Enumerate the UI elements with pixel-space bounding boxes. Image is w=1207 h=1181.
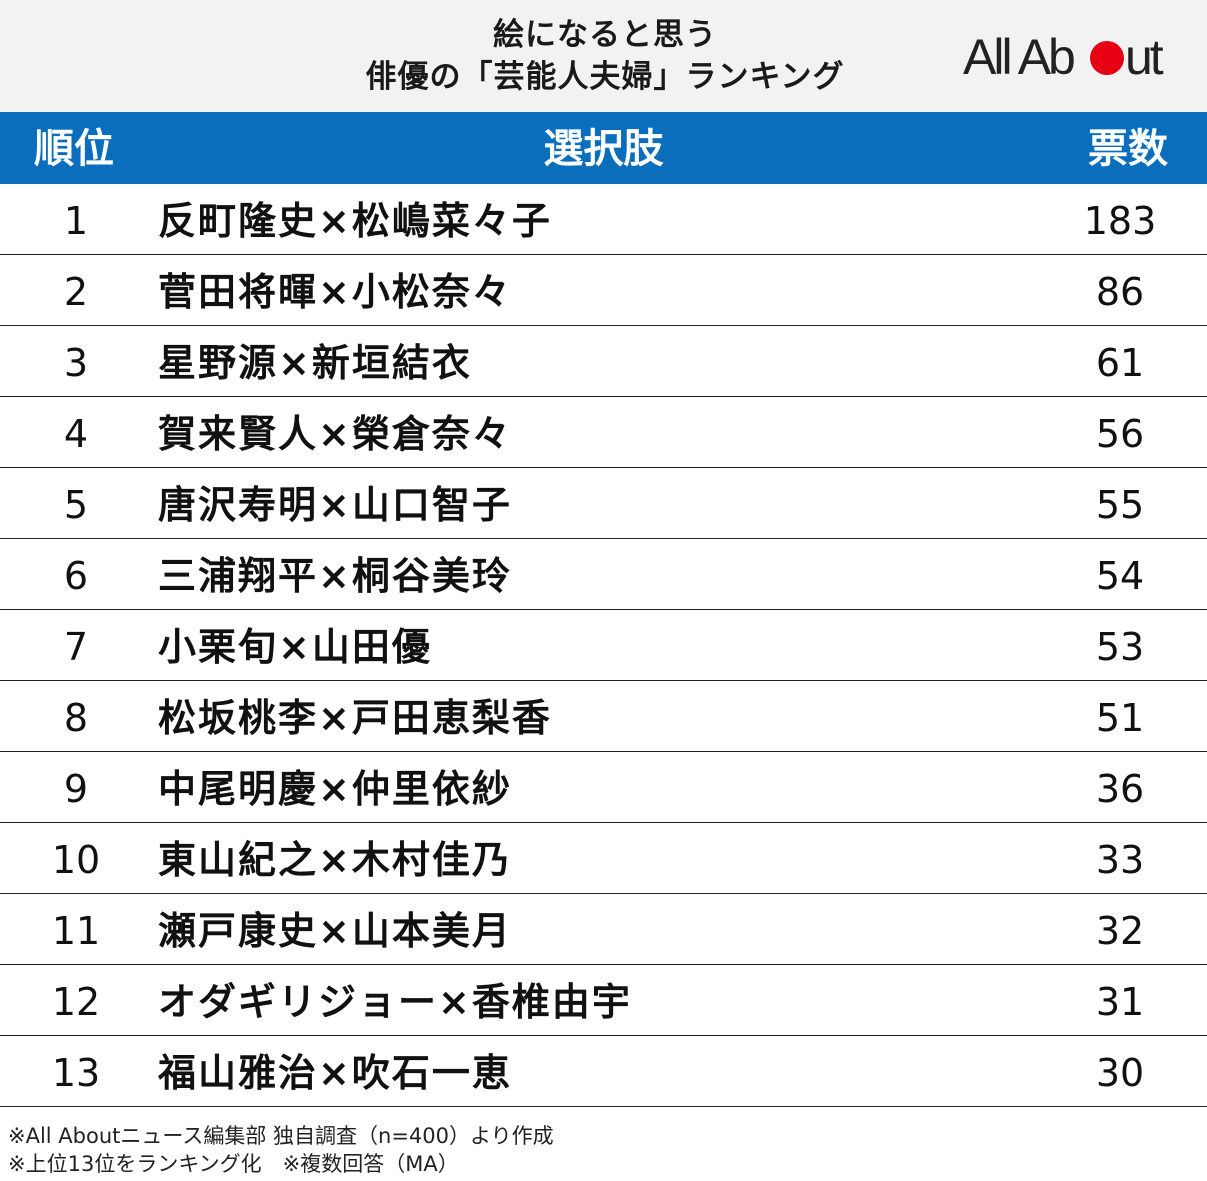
table-row: 11 瀬戸康史×山本美月 32 — [0, 894, 1207, 965]
table-row: 2 菅田将暉×小松奈々 86 — [0, 255, 1207, 326]
all-about-logo: All Ab ut — [963, 26, 1183, 86]
column-header-votes: 票数 — [1088, 126, 1168, 172]
table-row: 9 中尾明慶×仲里依紗 36 — [0, 752, 1207, 823]
votes-cell: 30 — [1095, 1051, 1145, 1095]
votes-cell: 33 — [1095, 838, 1145, 882]
votes-cell: 51 — [1095, 696, 1145, 740]
votes-cell: 56 — [1095, 412, 1145, 456]
choice-cell: 瀬戸康史×山本美月 — [158, 909, 512, 953]
column-header-choice: 選択肢 — [543, 126, 664, 172]
choice-cell: 菅田将暉×小松奈々 — [158, 270, 512, 314]
rank-cell: 7 — [63, 625, 89, 669]
table-row: 5 唐沢寿明×山口智子 55 — [0, 468, 1207, 539]
choice-cell: 三浦翔平×桐谷美玲 — [158, 554, 512, 598]
rank-cell: 5 — [63, 483, 89, 527]
footnote-source: ※All Aboutニュース編集部 独自調査（n=400）より作成 — [8, 1124, 554, 1148]
rank-cell: 10 — [51, 838, 101, 882]
table-row: 4 賀来賢人×榮倉奈々 56 — [0, 397, 1207, 468]
title-line-2: 俳優の「芸能人夫婦」ランキング — [365, 59, 845, 95]
choice-cell: 小栗旬×山田優 — [158, 625, 432, 669]
votes-cell: 183 — [1083, 199, 1157, 243]
ranking-table-body: 1 反町隆史×松嶋菜々子 183 2 菅田将暉×小松奈々 86 3 星野源×新垣… — [0, 184, 1207, 1107]
rank-cell: 1 — [63, 199, 89, 243]
rank-cell: 3 — [63, 341, 89, 385]
choice-cell: 賀来賢人×榮倉奈々 — [158, 412, 512, 456]
logo-red-dot — [1090, 41, 1124, 75]
choice-cell: オダギリジョー×香椎由宇 — [158, 980, 632, 1024]
table-row: 13 福山雅治×吹石一恵 30 — [0, 1036, 1207, 1107]
table-row: 7 小栗旬×山田優 53 — [0, 610, 1207, 681]
header: 絵になると思う 俳優の「芸能人夫婦」ランキング All Ab ut — [0, 0, 1207, 112]
votes-cell: 36 — [1095, 767, 1145, 811]
table-row: 1 反町隆史×松嶋菜々子 183 — [0, 184, 1207, 255]
votes-cell: 32 — [1095, 909, 1145, 953]
table-row: 8 松坂桃李×戸田恵梨香 51 — [0, 681, 1207, 752]
votes-cell: 31 — [1095, 980, 1145, 1024]
votes-cell: 61 — [1095, 341, 1145, 385]
logo-text-suffix: ut — [1125, 29, 1164, 85]
votes-cell: 86 — [1095, 270, 1145, 314]
rank-cell: 2 — [63, 270, 89, 314]
choice-cell: 中尾明慶×仲里依紗 — [158, 767, 512, 811]
all-about-logo-graphic: All Ab ut — [963, 29, 1167, 85]
choice-cell: 福山雅治×吹石一恵 — [158, 1051, 512, 1095]
footnote-method: ※上位13位をランキング化 ※複数回答（MA） — [8, 1152, 459, 1176]
rank-cell: 8 — [63, 696, 89, 740]
column-header-rank: 順位 — [34, 126, 114, 172]
title-line-1: 絵になると思う — [493, 17, 717, 53]
table-row: 12 オダギリジョー×香椎由宇 31 — [0, 965, 1207, 1036]
choice-cell: 星野源×新垣結衣 — [158, 341, 472, 385]
choice-cell: 東山紀之×木村佳乃 — [158, 838, 512, 882]
votes-cell: 54 — [1095, 554, 1145, 598]
rank-cell: 4 — [63, 412, 89, 456]
logo-text-prefix: All Ab — [963, 29, 1074, 85]
table-header: 順位 選択肢 票数 — [0, 112, 1207, 184]
rank-cell: 13 — [51, 1051, 101, 1095]
votes-cell: 53 — [1095, 625, 1145, 669]
rank-cell: 6 — [63, 554, 89, 598]
table-row: 3 星野源×新垣結衣 61 — [0, 326, 1207, 397]
page-title: 絵になると思う 俳優の「芸能人夫婦」ランキング — [220, 14, 990, 98]
choice-cell: 松坂桃李×戸田恵梨香 — [158, 696, 552, 740]
table-row: 10 東山紀之×木村佳乃 33 — [0, 823, 1207, 894]
choice-cell: 唐沢寿明×山口智子 — [158, 483, 512, 527]
footnotes: ※All Aboutニュース編集部 独自調査（n=400）より作成 ※上位13位… — [8, 1122, 554, 1178]
table-row: 6 三浦翔平×桐谷美玲 54 — [0, 539, 1207, 610]
choice-cell: 反町隆史×松嶋菜々子 — [158, 199, 552, 243]
rank-cell: 9 — [63, 767, 89, 811]
rank-cell: 11 — [51, 909, 101, 953]
votes-cell: 55 — [1095, 483, 1145, 527]
rank-cell: 12 — [51, 980, 101, 1024]
